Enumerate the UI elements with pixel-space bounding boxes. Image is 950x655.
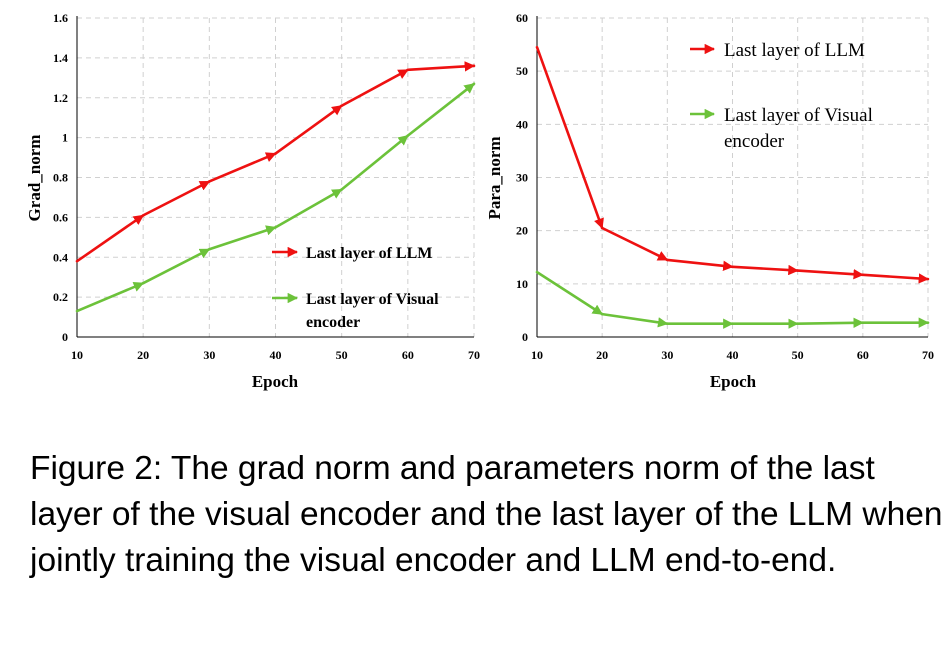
y-tick-label: 1.2 bbox=[53, 91, 68, 105]
series-segment bbox=[141, 180, 211, 217]
series-segment bbox=[406, 82, 476, 137]
series-segment bbox=[666, 258, 734, 272]
y-axis-label: Grad_norm bbox=[25, 135, 44, 222]
x-tick-label: 50 bbox=[792, 348, 804, 362]
x-axis-label: Epoch bbox=[252, 372, 299, 391]
x-tick-label: 20 bbox=[596, 348, 608, 362]
series-segment bbox=[796, 268, 865, 280]
x-tick-label: 30 bbox=[661, 348, 673, 362]
y-tick-label: 30 bbox=[516, 171, 528, 185]
y-tick-label: 1 bbox=[62, 131, 68, 145]
x-tick-label: 60 bbox=[857, 348, 869, 362]
y-tick-label: 60 bbox=[516, 11, 528, 25]
x-tick-label: 70 bbox=[922, 348, 934, 362]
figure-caption: Figure 2: The grad norm and parameters n… bbox=[30, 450, 943, 579]
series-segment bbox=[274, 188, 343, 229]
x-tick-label: 50 bbox=[336, 348, 348, 362]
y-tick-label: 0.4 bbox=[53, 250, 68, 264]
legend-label-line: encoder bbox=[306, 314, 360, 331]
y-tick-label: 1.6 bbox=[53, 11, 68, 25]
series-segment bbox=[600, 312, 669, 328]
y-tick-label: 50 bbox=[516, 64, 528, 78]
series-segment bbox=[208, 152, 277, 183]
series-segment bbox=[535, 270, 604, 316]
series-segment bbox=[600, 226, 669, 262]
series-segment bbox=[796, 317, 865, 328]
series-segment bbox=[75, 281, 145, 313]
x-tick-label: 40 bbox=[270, 348, 282, 362]
y-tick-label: 0.8 bbox=[53, 171, 68, 185]
charts-figure: 0 0.2 0.4 0.6 0.8 1 1.2 1.4 1.6 10 20 30 40 50 60 70 Epo… bbox=[25, 11, 934, 391]
y-tick-label: 0 bbox=[522, 330, 528, 344]
legend-label-line: encoder bbox=[724, 131, 785, 152]
series-1 bbox=[535, 45, 930, 284]
legend-label: Last layer of LLM bbox=[306, 245, 432, 262]
series-2 bbox=[75, 82, 476, 313]
series-segment bbox=[340, 134, 410, 191]
legend-label-line: Last layer of Visual bbox=[724, 105, 873, 126]
chart-1: 0 0.2 0.4 0.6 0.8 1 1.2 1.4 1.6 10 20 30 40 50 60 70 Epo… bbox=[25, 11, 480, 391]
x-tick-label: 10 bbox=[531, 348, 543, 362]
y-tick-label: 20 bbox=[516, 224, 528, 238]
y-tick-label: 10 bbox=[516, 277, 528, 291]
y-tick-label: 0.6 bbox=[53, 210, 68, 224]
series-segment bbox=[535, 45, 604, 230]
legend-label: Last layer of Visual encoder bbox=[306, 291, 439, 331]
y-tick-label: 0 bbox=[62, 330, 68, 344]
series-segment bbox=[861, 273, 930, 284]
series-segment bbox=[274, 104, 343, 155]
legend-item: Last layer of Visual encoder bbox=[272, 291, 439, 331]
series-segment bbox=[208, 225, 277, 251]
y-tick-label: 0.2 bbox=[53, 290, 68, 304]
series-2 bbox=[535, 270, 930, 329]
legend-label-line: Last layer of Visual bbox=[306, 291, 439, 308]
series-segment bbox=[731, 264, 799, 276]
legend-item: Last layer of LLM bbox=[272, 245, 432, 262]
x-tick-label: 40 bbox=[727, 348, 739, 362]
x-tick-label: 70 bbox=[468, 348, 480, 362]
x-axis-label: Epoch bbox=[710, 372, 757, 391]
series-segment bbox=[340, 68, 410, 108]
series-segment bbox=[406, 61, 476, 72]
y-tick-label: 40 bbox=[516, 117, 528, 131]
series-1 bbox=[75, 61, 476, 263]
x-tick-label: 20 bbox=[137, 348, 149, 362]
y-tick-label: 1.4 bbox=[53, 51, 68, 65]
legend-label: Last layer of Visual encoder bbox=[724, 105, 873, 152]
y-axis-label: Para_norm bbox=[485, 136, 504, 219]
series-segment bbox=[141, 247, 211, 285]
legend-label: Last layer of LLM bbox=[724, 40, 865, 61]
x-tick-label: 30 bbox=[203, 348, 215, 362]
legend-item: Last layer of LLM bbox=[690, 40, 865, 61]
series-segment bbox=[75, 214, 145, 263]
x-tick-label: 60 bbox=[402, 348, 414, 362]
x-tick-label: 10 bbox=[71, 348, 83, 362]
legend-item: Last layer of Visual encoder bbox=[690, 105, 873, 152]
